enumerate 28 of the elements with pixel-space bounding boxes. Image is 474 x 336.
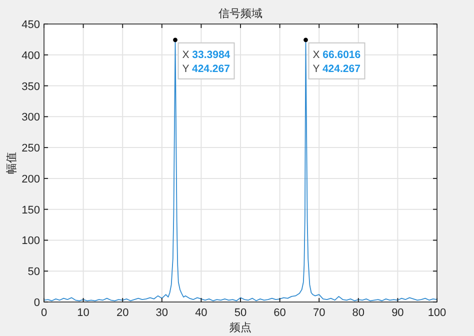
x-axis-title: 频点 (230, 321, 252, 334)
x-tick-label: 100 (428, 307, 446, 319)
datatip: X 66.6016 Y 424.267 (304, 38, 366, 80)
y-tick-label: 0 (34, 297, 40, 309)
x-tick-label: 40 (195, 307, 208, 319)
y-tick-label: 450 (22, 19, 40, 31)
y-tick-label: 250 (22, 142, 40, 155)
y-axis-title: 幅值 (6, 152, 18, 174)
y-tick-label: 400 (22, 50, 40, 62)
x-tick-label: 90 (392, 307, 404, 319)
y-tick-label: 50 (28, 266, 40, 278)
x-tick-label: 80 (352, 307, 365, 319)
x-tick-label: 50 (234, 307, 247, 319)
x-tick-label: 20 (116, 307, 129, 319)
annotation: X 33.3984 Y 424.267 (182, 48, 230, 75)
x-tick-label: 30 (156, 307, 168, 319)
x-tick-label: 10 (77, 307, 90, 319)
annotation: X 66.6016 Y 424.267 (312, 48, 361, 75)
y-tick-label: 100 (22, 235, 40, 248)
datatip: X 33.3984 Y 424.267 (173, 38, 235, 80)
x-tick-label: 60 (274, 307, 286, 319)
x-tick-label: 70 (312, 307, 326, 319)
y-tick-label: 150 (22, 204, 40, 216)
y-tick-label: 200 (22, 173, 40, 186)
y-tick-label: 350 (22, 80, 40, 93)
chart-title: 信号频域 (218, 7, 262, 20)
x-tick-label: 0 (40, 307, 48, 319)
y-tick-label: 300 (22, 112, 40, 124)
